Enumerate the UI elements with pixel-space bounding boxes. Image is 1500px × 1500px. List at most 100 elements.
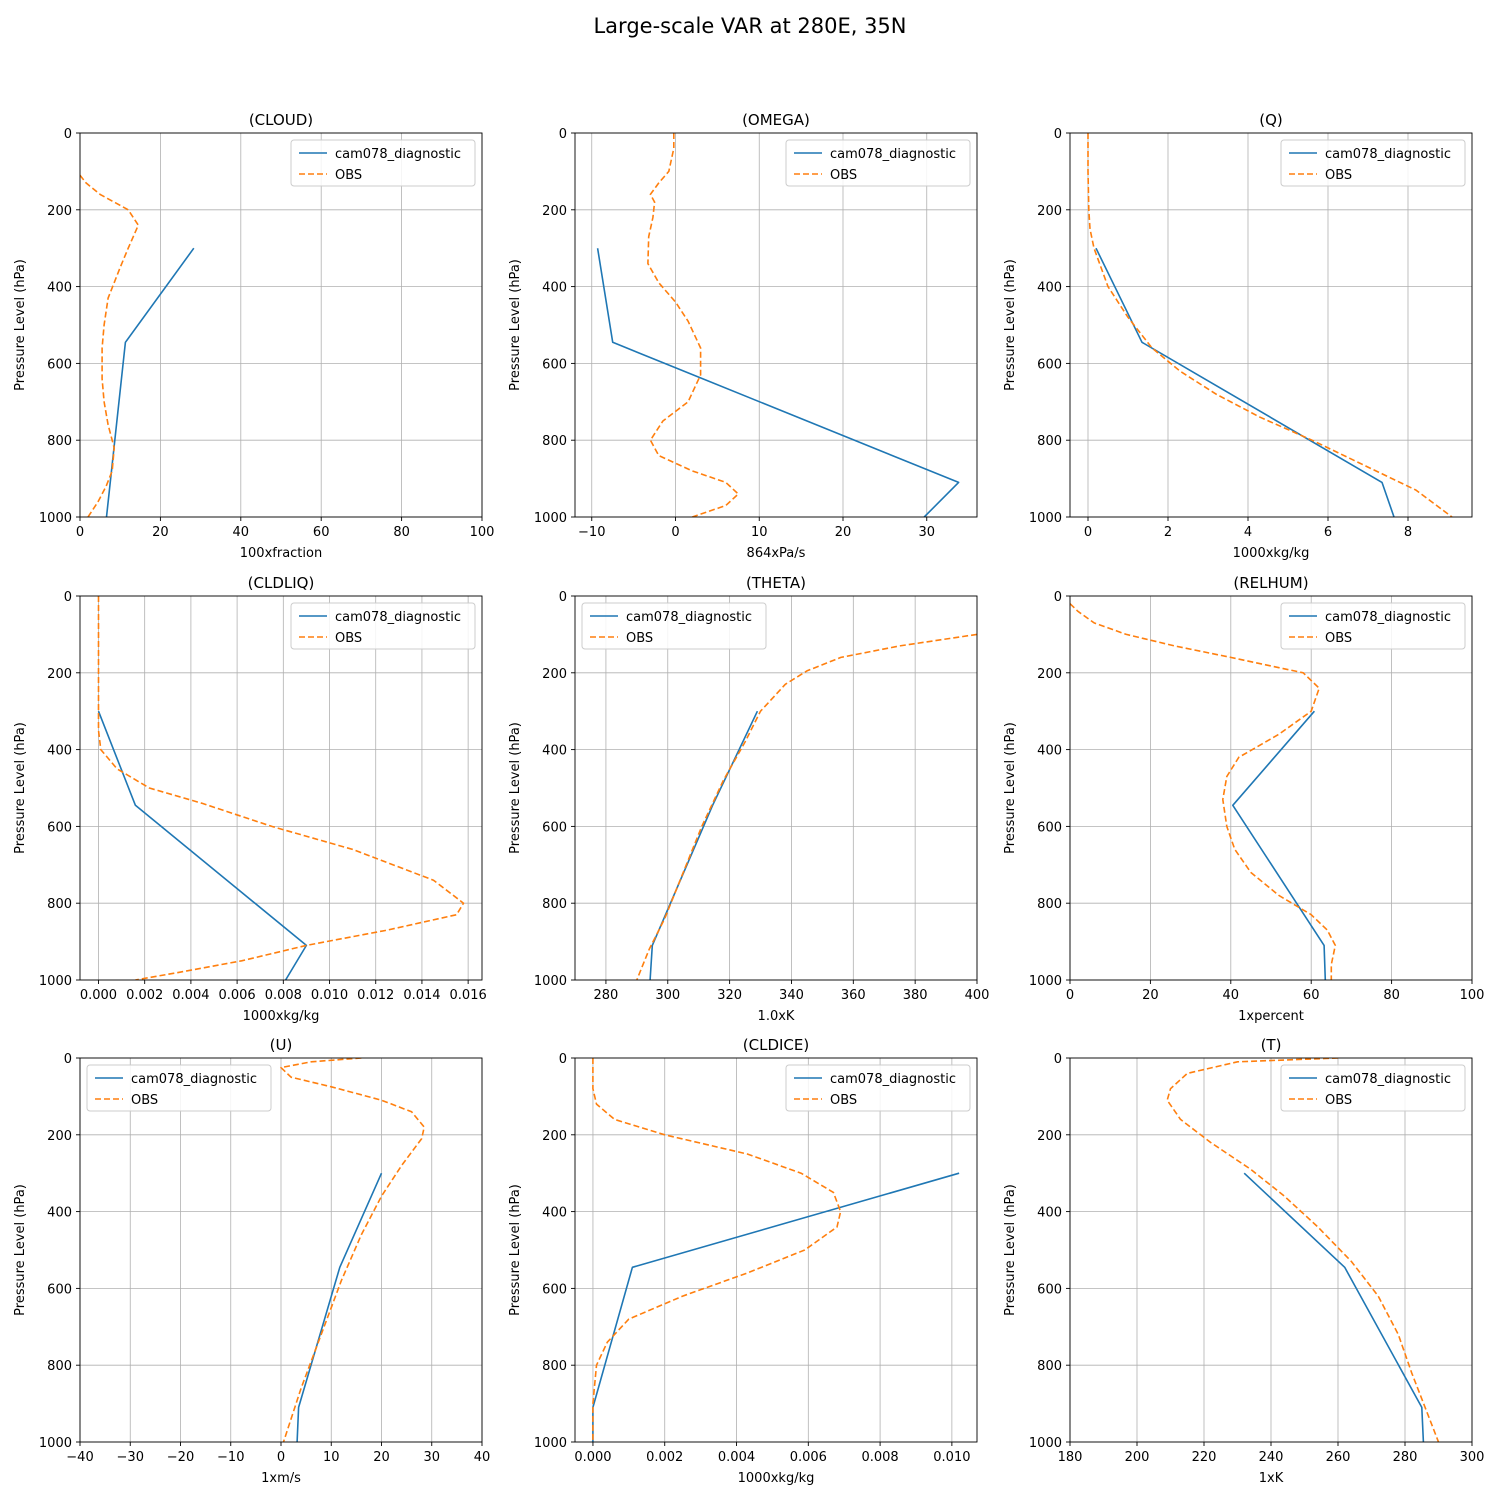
legend-label: cam078_diagnostic — [1325, 1072, 1451, 1087]
y-tick-label: 400 — [47, 281, 72, 296]
y-tick-label: 800 — [542, 1359, 567, 1374]
axes-frame — [574, 1057, 978, 1443]
obs-line — [636, 633, 977, 980]
x-tick-label: 0.014 — [403, 988, 440, 1003]
x-tick-label: −10 — [578, 525, 605, 540]
subplot-title: (CLDICE) — [743, 1036, 809, 1054]
y-tick-label: 0 — [1054, 590, 1062, 605]
y-tick-label: 800 — [542, 434, 567, 449]
legend: cam078_diagnostic OBS — [290, 139, 476, 187]
subplot-relhum: 0 20 40 60 80 10002004006008001000(RELHUM)1xp… — [1003, 574, 1484, 1024]
y-tick-label: 200 — [542, 1129, 567, 1144]
x-tick-label: 380 — [903, 988, 928, 1003]
x-axis-label: 1xm/s — [261, 1471, 301, 1486]
x-tick-label: 40 — [474, 1450, 491, 1465]
x-tick-label: 0.004 — [172, 988, 209, 1003]
y-tick-label: 200 — [542, 667, 567, 682]
x-tick-label: 40 — [1223, 988, 1240, 1003]
legend-label: OBS — [626, 631, 653, 646]
y-tick-label: 1000 — [1029, 1436, 1062, 1451]
legend-label: OBS — [1325, 1093, 1352, 1108]
axes-frame — [574, 595, 978, 981]
obs-line — [1166, 1058, 1440, 1442]
y-tick-label: 0 — [559, 1052, 567, 1067]
legend-box — [86, 1064, 272, 1112]
x-tick-label: 0.000 — [80, 988, 117, 1003]
x-tick-label: 30 — [918, 525, 935, 540]
legend: cam078_diagnostic OBS — [785, 1064, 971, 1112]
x-tick-label: 100 — [1460, 988, 1485, 1003]
y-axis-label: Pressure Level (hPa) — [1003, 1184, 1018, 1316]
subplot-cldliq: 0.000 0.002 0.004 0.006 0.008 0.010 0.012 0.014… — [13, 574, 487, 1024]
y-axis-label: Pressure Level (hPa) — [13, 1184, 28, 1316]
axes-frame — [1069, 595, 1473, 981]
legend-label: cam078_diagnostic — [1325, 147, 1451, 162]
legend-label: OBS — [335, 631, 362, 646]
y-tick-label: 600 — [1037, 1282, 1062, 1297]
x-tick-label: 0 — [671, 525, 679, 540]
y-axis-label: Pressure Level (hPa) — [13, 722, 28, 854]
legend-box — [290, 139, 476, 187]
y-axis-label: Pressure Level (hPa) — [508, 259, 523, 391]
y-tick-label: 0 — [64, 127, 72, 142]
legend-label: cam078_diagnostic — [1325, 610, 1451, 625]
subplot-t: 180 200 220 240 260 280 300 0 200 400 600 800 1000 (T… — [1003, 1036, 1484, 1486]
subplot-cloud: 0 20 40 60 80 10002004006008001000(CLOUD)100x… — [13, 111, 494, 561]
legend-label: cam078_diagnostic — [335, 147, 461, 162]
y-tick-label: 400 — [47, 1206, 72, 1221]
x-tick-label: 360 — [841, 988, 866, 1003]
subplot-title: (CLOUD) — [249, 111, 313, 129]
obs-line — [647, 133, 740, 517]
x-axis-label: 864xPa/s — [747, 546, 806, 561]
subplot-cldice: 0.000 0.002 0.004 0.006 0.008 0.010 0 200 400 600… — [508, 1036, 978, 1486]
y-axis-label: Pressure Level (hPa) — [508, 722, 523, 854]
obs-line — [1087, 133, 1453, 517]
y-axis-label: Pressure Level (hPa) — [13, 259, 28, 391]
x-tick-label: 0.002 — [646, 1450, 683, 1465]
model-line — [97, 710, 308, 980]
x-tick-label: 200 — [1125, 1450, 1150, 1465]
y-tick-label: 400 — [47, 744, 72, 759]
y-tick-label: 600 — [542, 820, 567, 835]
x-tick-label: −30 — [117, 1450, 144, 1465]
y-tick-label: 800 — [47, 434, 72, 449]
x-tick-label: −40 — [66, 1450, 93, 1465]
x-axis-label: 1xK — [1259, 1471, 1284, 1486]
x-tick-label: 0.002 — [126, 988, 163, 1003]
model-line — [592, 1172, 960, 1442]
x-axis-label: 1xpercent — [1238, 1009, 1304, 1024]
x-tick-label: −20 — [167, 1450, 194, 1465]
subplot-title: (OMEGA) — [742, 111, 810, 129]
legend-label: cam078_diagnostic — [626, 610, 752, 625]
axes-frame — [574, 132, 978, 518]
y-tick-label: 800 — [1037, 434, 1062, 449]
x-tick-label: 4 — [1244, 525, 1252, 540]
x-tick-label: −10 — [217, 1450, 244, 1465]
y-tick-label: 600 — [47, 357, 72, 372]
x-tick-label: 0 — [277, 1450, 285, 1465]
x-tick-label: 2 — [1164, 525, 1172, 540]
series-group — [636, 633, 977, 980]
legend-label: OBS — [830, 168, 857, 183]
model-line — [1095, 247, 1395, 517]
x-tick-label: 0.000 — [574, 1450, 611, 1465]
y-tick-label: 600 — [542, 1282, 567, 1297]
y-tick-label: 1000 — [39, 974, 72, 989]
y-tick-label: 400 — [542, 281, 567, 296]
x-tick-label: 260 — [1326, 1450, 1351, 1465]
x-tick-label: 240 — [1259, 1450, 1284, 1465]
subplot-title: (RELHUM) — [1233, 574, 1308, 592]
x-tick-label: 280 — [594, 988, 619, 1003]
x-axis-label: 100xfraction — [240, 546, 322, 561]
y-tick-label: 200 — [542, 204, 567, 219]
y-tick-label: 1000 — [534, 1436, 567, 1451]
series-group — [80, 174, 195, 517]
x-tick-label: 320 — [717, 988, 742, 1003]
legend-label: OBS — [131, 1093, 158, 1108]
y-tick-label: 800 — [1037, 1359, 1062, 1374]
x-tick-label: 20 — [835, 525, 852, 540]
y-tick-label: 600 — [47, 820, 72, 835]
series-group — [97, 596, 465, 980]
y-tick-label: 400 — [542, 744, 567, 759]
legend-label: cam078_diagnostic — [830, 1072, 956, 1087]
